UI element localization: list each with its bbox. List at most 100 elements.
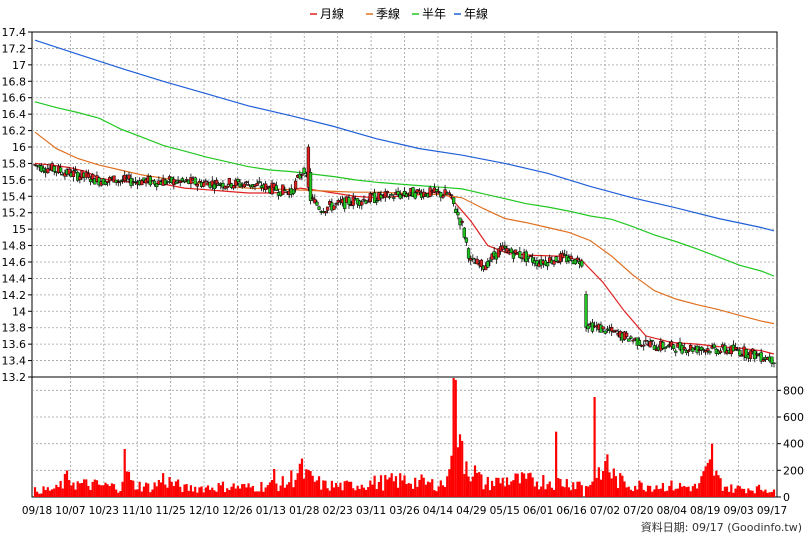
volume-bar bbox=[747, 488, 750, 497]
volume-bar bbox=[57, 487, 60, 497]
candle-body bbox=[334, 202, 338, 205]
candle-body bbox=[411, 187, 415, 197]
volume-bar bbox=[512, 480, 515, 497]
volume-bar bbox=[527, 473, 530, 497]
candle-body bbox=[133, 181, 138, 183]
volume-bar bbox=[525, 478, 528, 497]
volume-bar bbox=[678, 482, 682, 497]
volume-bar bbox=[97, 484, 101, 497]
volume-bar bbox=[569, 490, 573, 497]
price-y-tick-label: 16.4 bbox=[2, 108, 27, 121]
candle-body bbox=[462, 227, 466, 238]
candle-body bbox=[390, 194, 394, 196]
price-y-tick-label: 17.2 bbox=[2, 42, 27, 55]
candle-body bbox=[706, 348, 710, 351]
volume-bar bbox=[379, 475, 383, 497]
x-tick-label: 09/17 bbox=[757, 505, 787, 517]
candle-body bbox=[669, 341, 674, 347]
volume-bar bbox=[572, 482, 575, 497]
candle-body bbox=[302, 167, 306, 174]
candle-body bbox=[152, 180, 157, 185]
volume-bar bbox=[715, 470, 718, 497]
price-y-tick-label: 14.6 bbox=[2, 256, 27, 269]
candle-body bbox=[545, 262, 550, 267]
volume-bar bbox=[194, 486, 197, 497]
candle-body bbox=[526, 256, 531, 259]
candle-body bbox=[195, 183, 199, 187]
candle-body bbox=[464, 237, 469, 243]
volume-bar bbox=[439, 480, 442, 497]
volume-bar bbox=[38, 493, 41, 497]
volume-bar bbox=[251, 485, 254, 497]
volume-bar bbox=[313, 481, 316, 497]
candle-body bbox=[127, 174, 131, 180]
x-tick-label: 04/29 bbox=[456, 505, 486, 517]
volume-bar bbox=[762, 491, 765, 497]
candle-body bbox=[454, 208, 458, 213]
candle-body bbox=[439, 192, 443, 198]
volume-bar bbox=[465, 461, 468, 497]
volume-bar bbox=[473, 465, 477, 497]
candle-body bbox=[624, 332, 629, 338]
volume-bar bbox=[486, 476, 489, 497]
candle-body bbox=[475, 258, 479, 265]
legend-label-0: 月線 bbox=[320, 6, 344, 21]
volume-bar bbox=[696, 488, 699, 497]
candle-body bbox=[180, 178, 185, 182]
candle-body bbox=[375, 200, 379, 203]
volume-bar bbox=[65, 470, 69, 497]
legend-label-1: 季線 bbox=[376, 6, 400, 21]
candle-body bbox=[748, 350, 753, 359]
candle-body bbox=[108, 177, 112, 182]
candle-body bbox=[434, 189, 439, 192]
volume-bar bbox=[480, 474, 483, 497]
volume-bar bbox=[55, 484, 58, 497]
volume-bar bbox=[275, 483, 278, 497]
volume-bar bbox=[392, 481, 395, 497]
volume-bar bbox=[655, 485, 658, 497]
volume-bar bbox=[420, 474, 423, 497]
volume-bar bbox=[270, 479, 274, 497]
candle-body bbox=[699, 346, 704, 351]
volume-y-tick-label: 200 bbox=[783, 464, 804, 477]
volume-bar bbox=[456, 447, 459, 497]
volume-bar bbox=[362, 487, 366, 497]
volume-bar bbox=[217, 483, 220, 497]
candle-body bbox=[105, 180, 110, 183]
volume-bar bbox=[766, 492, 769, 497]
volume-bar bbox=[606, 454, 609, 497]
volume-bar bbox=[256, 491, 259, 497]
candle-body bbox=[759, 352, 763, 362]
volume-bar bbox=[238, 488, 242, 497]
volume-bar bbox=[360, 484, 363, 497]
volume-bar bbox=[597, 467, 600, 497]
volume-bar bbox=[100, 485, 103, 497]
candle-body bbox=[488, 260, 492, 262]
candle-body bbox=[704, 350, 708, 353]
volume-bar bbox=[610, 478, 613, 497]
candle-body bbox=[242, 183, 246, 188]
volume-bar bbox=[230, 486, 233, 497]
volume-bar bbox=[159, 482, 163, 497]
volume-bar bbox=[523, 473, 526, 497]
volume-bar bbox=[668, 485, 671, 497]
volume-bar bbox=[177, 479, 180, 497]
candle-body bbox=[755, 353, 759, 355]
price-y-tick-label: 15.2 bbox=[2, 207, 27, 220]
volume-bar bbox=[134, 489, 137, 497]
volume-bar bbox=[76, 481, 79, 497]
candle-body bbox=[308, 172, 313, 201]
volume-bar bbox=[350, 481, 353, 497]
x-tick-label: 01/28 bbox=[289, 505, 319, 517]
volume-bar bbox=[157, 479, 160, 497]
volume-bar bbox=[749, 490, 752, 497]
volume-bar bbox=[147, 483, 150, 497]
x-tick-label: 12/26 bbox=[222, 505, 253, 517]
volume-bar bbox=[369, 480, 372, 497]
candle-body bbox=[73, 169, 78, 172]
x-tick-label: 07/02 bbox=[590, 505, 620, 517]
volume-bar bbox=[636, 489, 639, 497]
candle-body bbox=[178, 180, 182, 183]
volume-bar bbox=[170, 481, 173, 497]
x-tick-label: 11/10 bbox=[122, 505, 152, 517]
